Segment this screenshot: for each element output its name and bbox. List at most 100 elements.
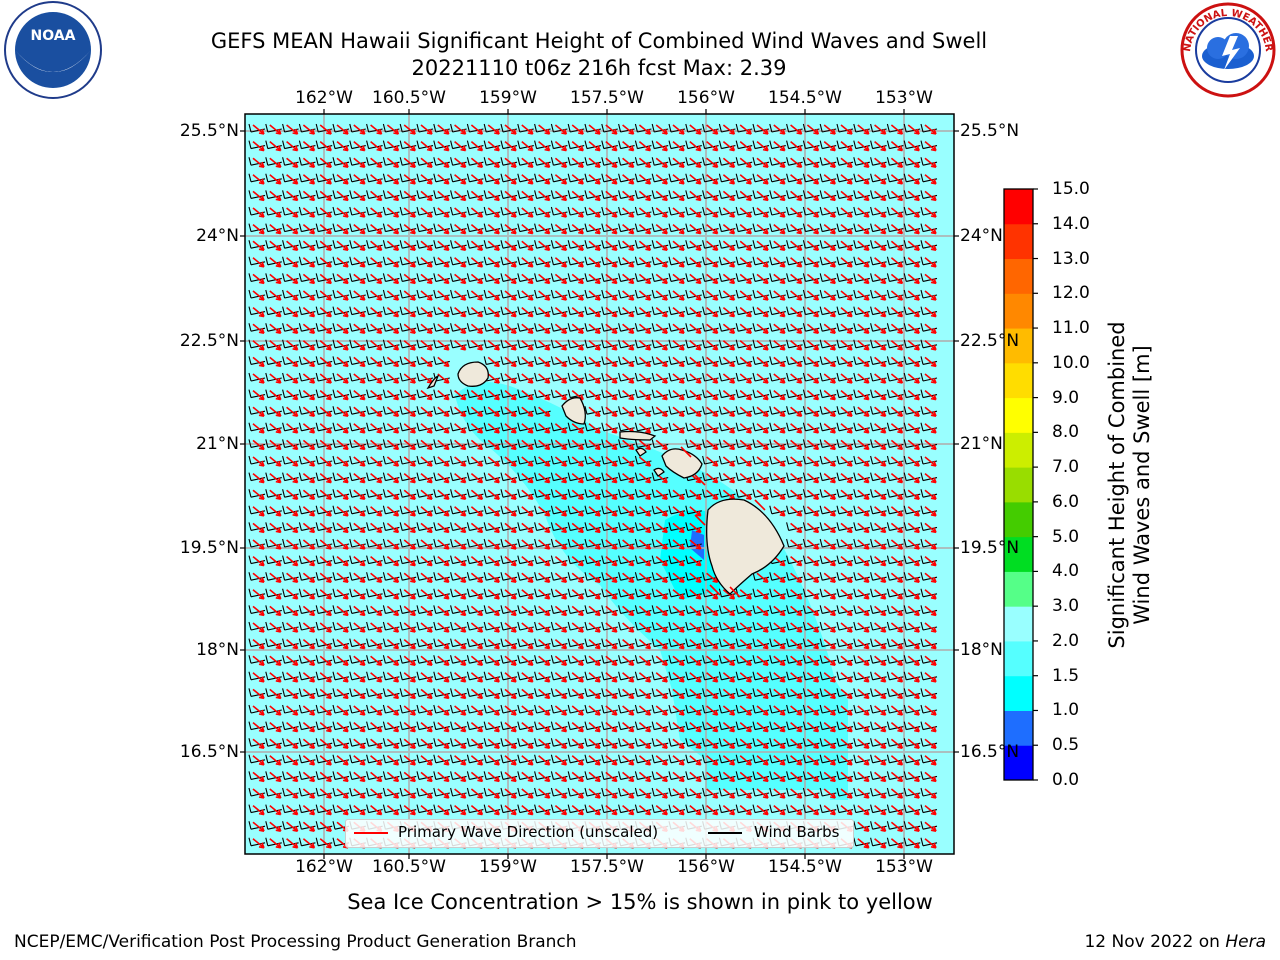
wave-arrow <box>353 257 366 268</box>
wave-arrow <box>302 439 316 451</box>
footer-branch: NCEP/EMC/Verification Post Processing Pr… <box>14 932 577 952</box>
wave-arrow <box>386 190 400 202</box>
wave-arrow <box>319 240 332 251</box>
wave-arrow <box>790 771 803 783</box>
wave-arrow <box>336 672 349 683</box>
wave-arrow <box>655 423 668 434</box>
wave-arrow <box>403 356 416 368</box>
wave-arrow <box>252 257 265 268</box>
wave-arrow <box>470 174 484 185</box>
wave-arrow <box>756 655 769 666</box>
wave-arrow <box>773 489 786 500</box>
wave-arrow <box>336 423 349 434</box>
wave-arrow <box>840 489 853 500</box>
wave-arrow <box>538 207 551 218</box>
wave-arrow <box>638 240 652 251</box>
chart-title: GEFS MEAN Hawaii Significant Height of C… <box>210 29 988 53</box>
wave-arrow <box>823 389 836 401</box>
wave-arrow <box>756 605 769 617</box>
wave-arrow <box>437 771 450 783</box>
wave-arrow <box>521 456 534 467</box>
wave-arrow <box>470 605 484 617</box>
wave-arrow <box>370 373 383 384</box>
wave-arrow <box>370 555 383 567</box>
wave-arrow <box>336 140 349 152</box>
wave-arrow <box>857 340 870 351</box>
wave-arrow <box>470 439 484 451</box>
wave-arrow <box>353 705 366 716</box>
wave-arrow <box>823 788 836 799</box>
wave-arrow <box>252 705 265 716</box>
wave-arrow <box>454 755 467 766</box>
wave-arrow <box>504 389 517 401</box>
colorbar-tick-label: 11.0 <box>1052 318 1090 339</box>
wave-arrow <box>622 373 635 384</box>
maui <box>661 448 703 479</box>
wave-arrow <box>437 273 450 285</box>
wave-arrow <box>874 821 887 832</box>
wave-arrow <box>840 223 853 235</box>
wave-arrow <box>571 456 584 467</box>
wave-arrow <box>874 207 887 218</box>
wave-arrow <box>403 124 416 135</box>
wave-arrow <box>823 655 836 666</box>
wave-arrow <box>806 489 820 500</box>
wave-arrow <box>554 190 568 202</box>
wave-arrow <box>571 788 584 799</box>
wave-arrow <box>286 688 299 700</box>
wave-arrow <box>269 207 282 218</box>
wave-arrow <box>470 771 484 783</box>
wave-arrow <box>487 306 500 318</box>
wave-arrow <box>823 240 836 251</box>
wave-arrow <box>924 389 937 401</box>
wave-arrow <box>672 522 685 534</box>
wave-arrow <box>638 157 652 168</box>
wave-arrow <box>823 771 836 783</box>
wave-arrow <box>790 124 803 135</box>
colorbar-tick-label: 3.0 <box>1052 596 1080 617</box>
wave-arrow <box>353 207 366 218</box>
wave-arrow <box>806 705 820 716</box>
wave-arrow <box>622 323 635 334</box>
wave-arrow <box>420 240 433 251</box>
wave-arrow <box>655 738 668 749</box>
wave-arrow <box>874 655 887 666</box>
wave-arrow <box>622 273 635 285</box>
wave-arrow <box>773 788 786 799</box>
wave-arrow <box>454 223 467 235</box>
wave-arrow <box>857 207 870 218</box>
wave-arrow <box>252 273 265 285</box>
wave-arrow <box>840 356 853 368</box>
wave-arrow <box>470 140 484 152</box>
wave-arrow <box>773 738 786 749</box>
wave-arrow <box>790 373 803 384</box>
wave-arrow <box>756 290 769 301</box>
wave-arrow <box>437 522 450 534</box>
wave-arrow <box>454 306 467 318</box>
wave-arrow <box>806 655 820 666</box>
wave-arrow <box>890 506 904 517</box>
wave-arrow <box>504 439 517 451</box>
wave-arrow <box>269 157 282 168</box>
wave-arrow <box>890 638 904 650</box>
wave-arrow <box>521 572 534 583</box>
wave-arrow <box>403 655 416 666</box>
wave-arrow <box>924 688 937 700</box>
wave-arrow <box>840 705 853 716</box>
wave-arrow <box>655 638 668 650</box>
wave-arrow <box>924 157 937 168</box>
wave-arrow <box>319 821 332 832</box>
wave-arrow <box>756 124 769 135</box>
wave-arrow <box>622 622 635 633</box>
wave-arrow <box>739 140 752 152</box>
wave-arrow <box>420 340 433 351</box>
wave-arrow <box>588 804 601 816</box>
wave-arrow <box>924 821 937 832</box>
wave-arrow <box>756 456 769 467</box>
wave-arrow <box>739 356 752 368</box>
wave-arrow <box>269 788 282 799</box>
wave-arrow <box>790 323 803 334</box>
wave-arrow <box>370 688 383 700</box>
wave-arrow <box>252 506 265 517</box>
wave-arrow <box>756 273 769 285</box>
